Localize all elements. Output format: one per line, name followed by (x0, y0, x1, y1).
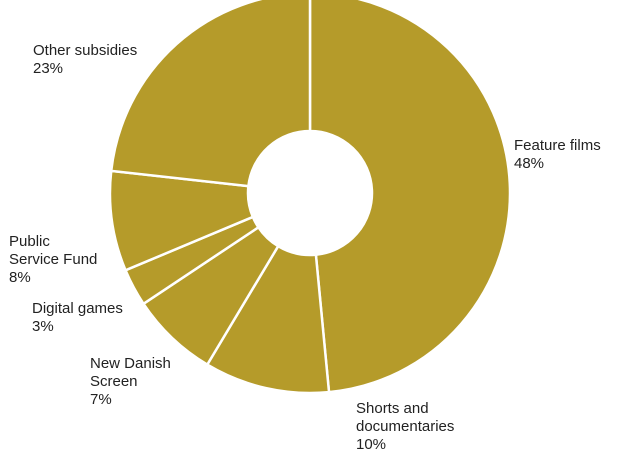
label-digital-games-text: Digital games (32, 300, 123, 317)
label-feature-films-text: Feature films (514, 137, 601, 154)
label-digital-games-percent: 3% (32, 318, 54, 335)
label-shorts-and-documentaries-text: documentaries (356, 418, 454, 435)
label-new-danish-screen: New Danish Screen 7% (90, 355, 171, 408)
label-feature-films-percent: 48% (514, 155, 544, 172)
label-shorts-and-documentaries-percent: 10% (356, 436, 386, 453)
label-public-service-fund-text: Service Fund (9, 251, 97, 268)
label-shorts-and-documentaries: Shorts and documentaries 10% (356, 400, 454, 453)
label-feature-films: Feature films 48% (514, 137, 601, 172)
label-public-service-fund-percent: 8% (9, 269, 31, 286)
label-new-danish-screen-percent: 7% (90, 391, 112, 408)
chart-slices (108, 0, 512, 395)
label-shorts-and-documentaries-text: Shorts and (356, 400, 429, 417)
label-other-subsidies: Other subsidies 23% (33, 42, 137, 77)
label-other-subsidies-text: Other subsidies (33, 42, 137, 59)
label-new-danish-screen-text: New Danish (90, 355, 171, 372)
label-public-service-fund-text: Public (9, 233, 50, 250)
label-public-service-fund: Public Service Fund 8% (9, 233, 97, 286)
label-other-subsidies-percent: 23% (33, 60, 63, 77)
slice-feature-films (308, 0, 512, 394)
label-new-danish-screen-text: Screen (90, 373, 138, 390)
label-digital-games: Digital games 3% (32, 300, 123, 335)
slice-shorts-and-documentaries (206, 244, 331, 395)
slice-other-subsidies (109, 0, 312, 188)
chart-labels: Feature films 48% Shorts and documentaries 1… (9, 42, 601, 453)
